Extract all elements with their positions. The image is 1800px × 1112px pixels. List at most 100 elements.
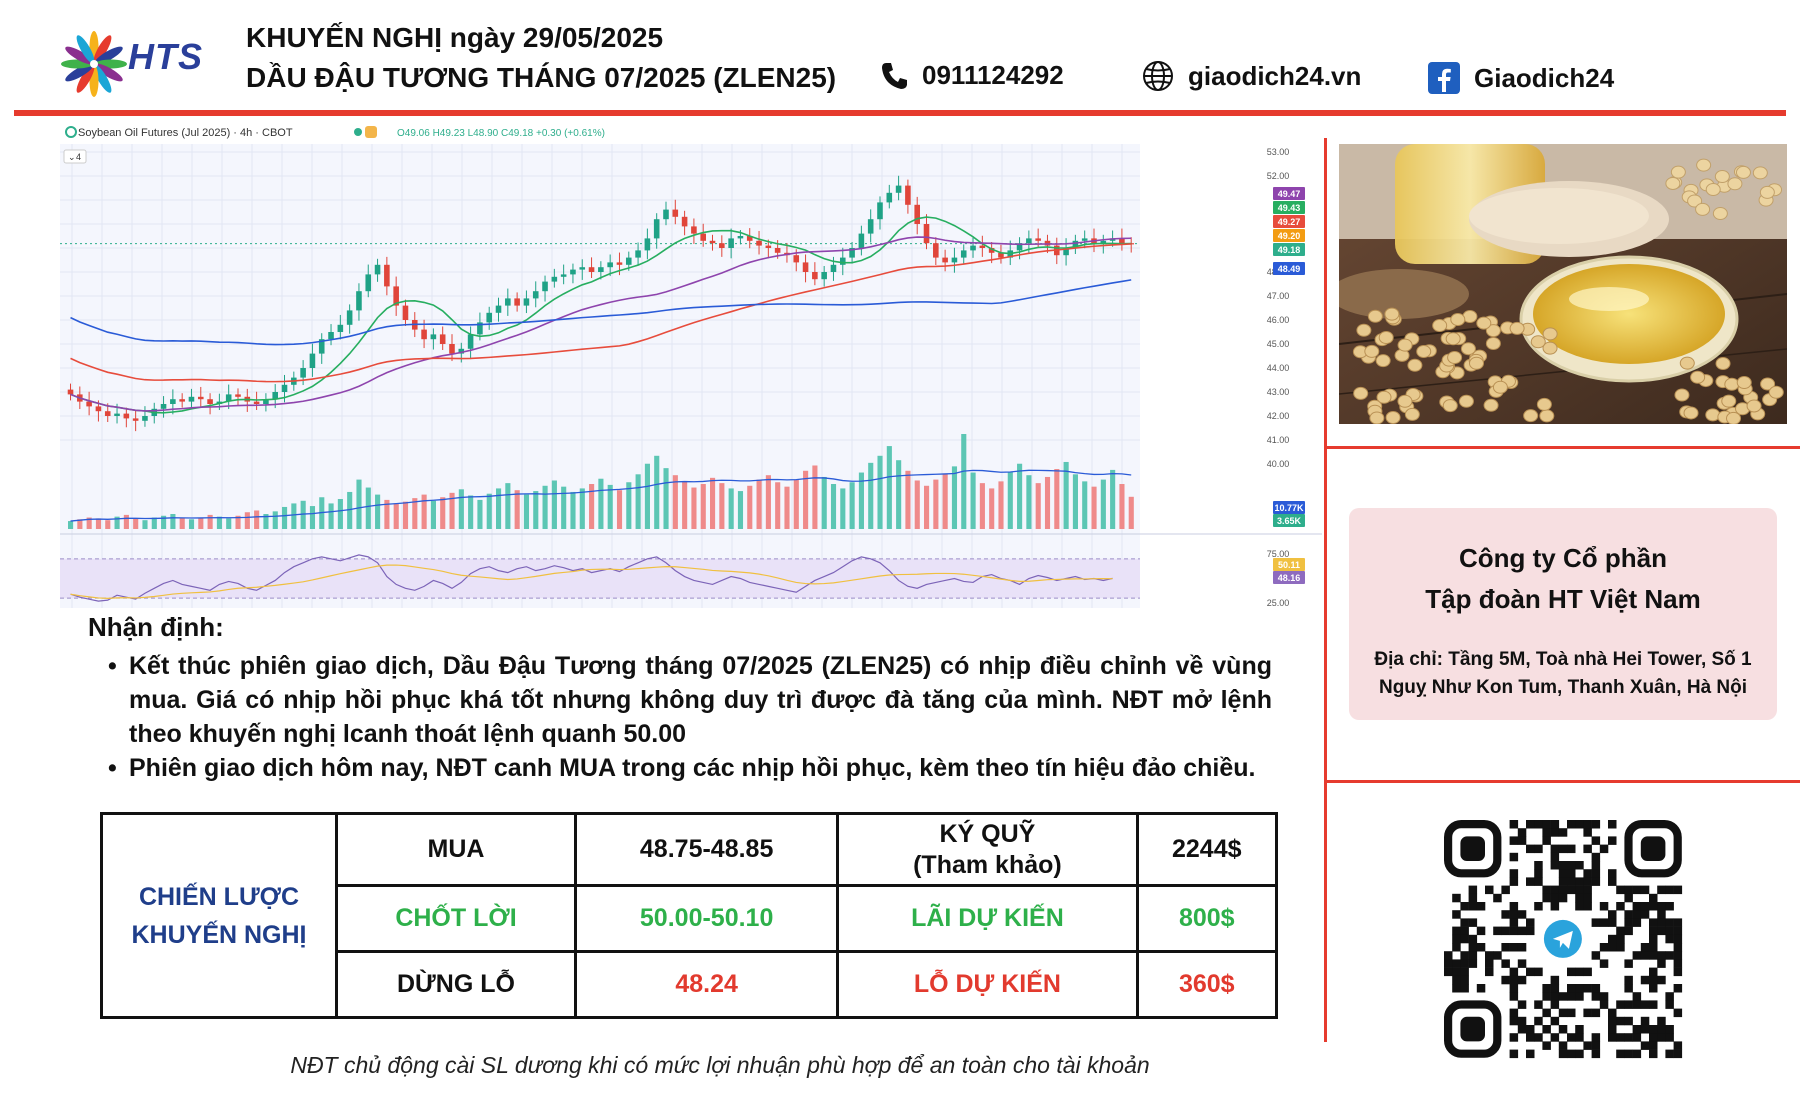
stop-loss-price: 48.24 (573, 950, 840, 1019)
logo-petal (94, 63, 123, 82)
qr-module (1657, 885, 1666, 895)
qr-module (1583, 844, 1592, 854)
qr-finder-inner (1460, 1016, 1485, 1042)
candle-body (616, 262, 623, 265)
qr-module (1665, 1033, 1674, 1042)
qr-module (1509, 902, 1519, 911)
chart-canvas[interactable]: Soybean Oil Futures (Jul 2025) · 4h · CB… (60, 124, 1322, 612)
qr-module (1534, 1000, 1543, 1009)
candle-body (830, 264, 837, 272)
qr-module (1657, 1025, 1666, 1034)
qr-module (1673, 1049, 1683, 1059)
price-tick-label: 46.00 (1267, 315, 1290, 325)
market-status-dot (354, 128, 362, 136)
volume-bar (114, 516, 120, 529)
qr-finder-inner (1460, 836, 1485, 861)
candle-body (802, 262, 809, 272)
soybean (1683, 406, 1699, 420)
qr-module (1616, 1033, 1625, 1042)
qr-module (1624, 910, 1633, 919)
qr-module (1599, 943, 1609, 952)
candle-body (877, 202, 883, 220)
soybean (1385, 410, 1401, 424)
rsi-line (70, 554, 1113, 602)
qr-module (1624, 975, 1633, 985)
candle-body (867, 219, 874, 234)
soybean (1375, 354, 1391, 368)
candle-body (197, 396, 204, 400)
qr-module (1608, 869, 1617, 878)
qr-module (1526, 820, 1535, 829)
qr-module (1444, 967, 1453, 977)
soybean (1384, 307, 1400, 321)
qr-module (1649, 934, 1658, 944)
volume-bar (728, 488, 734, 529)
candle-body (960, 250, 967, 258)
candle-body (402, 305, 409, 320)
website-link[interactable]: giaodich24.vn (1142, 60, 1361, 92)
volume-bar (216, 516, 222, 529)
soybean (1407, 358, 1423, 372)
soybean (1404, 407, 1420, 421)
qr-module (1649, 1049, 1658, 1059)
qr-finder-outer (1444, 1000, 1502, 1058)
candle-body (477, 322, 483, 335)
qr-module (1509, 992, 1519, 1001)
qr-module (1632, 951, 1642, 960)
volume-bar (1119, 484, 1125, 529)
volume-bar (737, 491, 744, 529)
indicators-toggle[interactable] (63, 149, 87, 164)
right-column-rule-2 (1324, 780, 1800, 783)
candle-body (746, 236, 753, 241)
soybean (1712, 207, 1728, 221)
qr-module (1550, 861, 1560, 870)
logo-flower-icon (61, 31, 127, 97)
qr-module (1599, 992, 1609, 1001)
qr-module (1575, 1025, 1584, 1034)
qr-module (1526, 877, 1535, 886)
candle-body (514, 298, 520, 306)
qr-module (1591, 1008, 1601, 1018)
qr-module (1649, 1000, 1658, 1009)
qr-module (1575, 902, 1584, 911)
qr-module (1640, 902, 1650, 911)
volume-bar (830, 484, 837, 529)
candle-body (728, 238, 734, 248)
strategy-label: CHIẾN LƯỢC KHUYẾN NGHỊ (100, 812, 338, 1019)
candle-body (449, 344, 455, 354)
price-tag: 48.49 (1278, 264, 1301, 274)
website-text: giaodich24.vn (1188, 60, 1362, 91)
volume-bar (402, 501, 409, 529)
qr-module (1517, 959, 1527, 968)
telegram-qr-code[interactable] (1440, 818, 1688, 1060)
qr-module (1632, 1033, 1642, 1042)
candle-body (300, 368, 306, 378)
qr-module (1550, 852, 1560, 862)
qr-module (1591, 852, 1601, 862)
candle-body (253, 401, 260, 404)
qr-module (1468, 918, 1478, 927)
volume-bar (291, 503, 297, 529)
qr-module (1460, 959, 1469, 968)
qr-module (1509, 1016, 1519, 1026)
margin-amount: 2244$ (1135, 812, 1279, 887)
qr-module (1509, 984, 1519, 993)
candle-body (979, 245, 986, 248)
facebook-link[interactable]: Giaodich24 (1428, 62, 1614, 94)
qr-module (1558, 893, 1568, 903)
price-tick-label: 42.00 (1267, 411, 1290, 421)
qr-module (1485, 951, 1494, 960)
candle-body (1016, 243, 1023, 251)
qr-module (1575, 984, 1584, 993)
qr-module (1468, 943, 1478, 952)
qr-module (1649, 893, 1658, 903)
take-profit-action: CHỐT LỜI (335, 884, 577, 953)
qr-module (1567, 820, 1576, 829)
qr-module (1493, 926, 1502, 936)
phone-contact[interactable]: 0911124292 (880, 60, 1064, 91)
qr-module (1550, 820, 1560, 829)
qr-module (1534, 861, 1543, 870)
company-name-line1: Công ty Cổ phần (1459, 543, 1667, 573)
price-chart[interactable]: Soybean Oil Futures (Jul 2025) · 4h · CB… (60, 124, 1322, 612)
qr-module (1649, 984, 1658, 993)
